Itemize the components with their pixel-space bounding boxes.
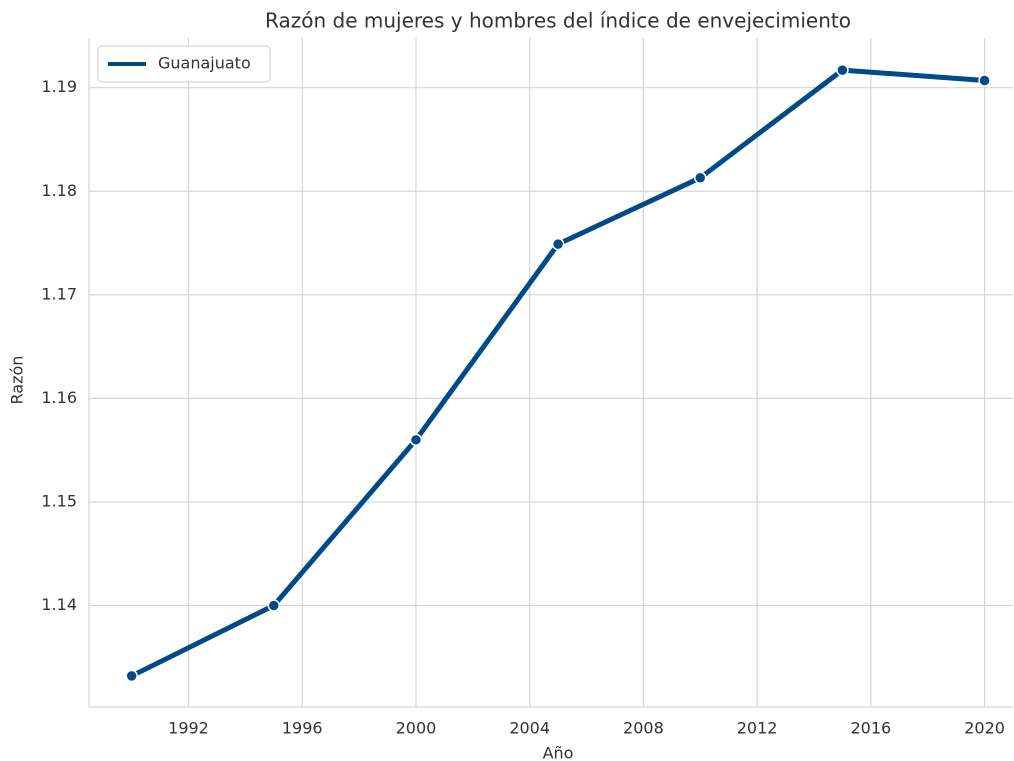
y-axis-label: Razón [8, 356, 27, 405]
data-line [130, 67, 985, 679]
x-tick-label: 1992 [168, 719, 209, 738]
x-tick-label: 2000 [396, 719, 437, 738]
x-tick-label: 2004 [509, 719, 550, 738]
chart-title: Razón de mujeres y hombres del índice de… [265, 9, 851, 33]
x-tick-label: 2020 [964, 719, 1005, 738]
x-tick-label: 1996 [282, 719, 323, 738]
x-axis-label: Año [543, 744, 574, 761]
y-tick-label: 1.14 [41, 595, 77, 614]
data-point [978, 74, 991, 87]
x-tick-label: 2012 [737, 719, 778, 738]
data-point [409, 433, 423, 447]
data-point [836, 63, 849, 77]
data-point [125, 669, 138, 683]
x-tick-label: 2016 [850, 719, 891, 738]
x-tick-label: 2008 [623, 719, 664, 738]
data-point [694, 171, 707, 185]
legend-box [97, 45, 271, 83]
data-point [551, 237, 565, 251]
y-tick-label: 1.15 [41, 491, 77, 510]
legend-label: Guanajuato [158, 54, 251, 73]
legend: Guanajuato [97, 45, 271, 83]
y-tick-label: 1.16 [41, 388, 77, 407]
y-tick-label: 1.19 [41, 77, 77, 96]
y-tick-label: 1.17 [41, 284, 77, 303]
y-tick-label: 1.18 [41, 181, 77, 200]
data-point [267, 599, 281, 612]
